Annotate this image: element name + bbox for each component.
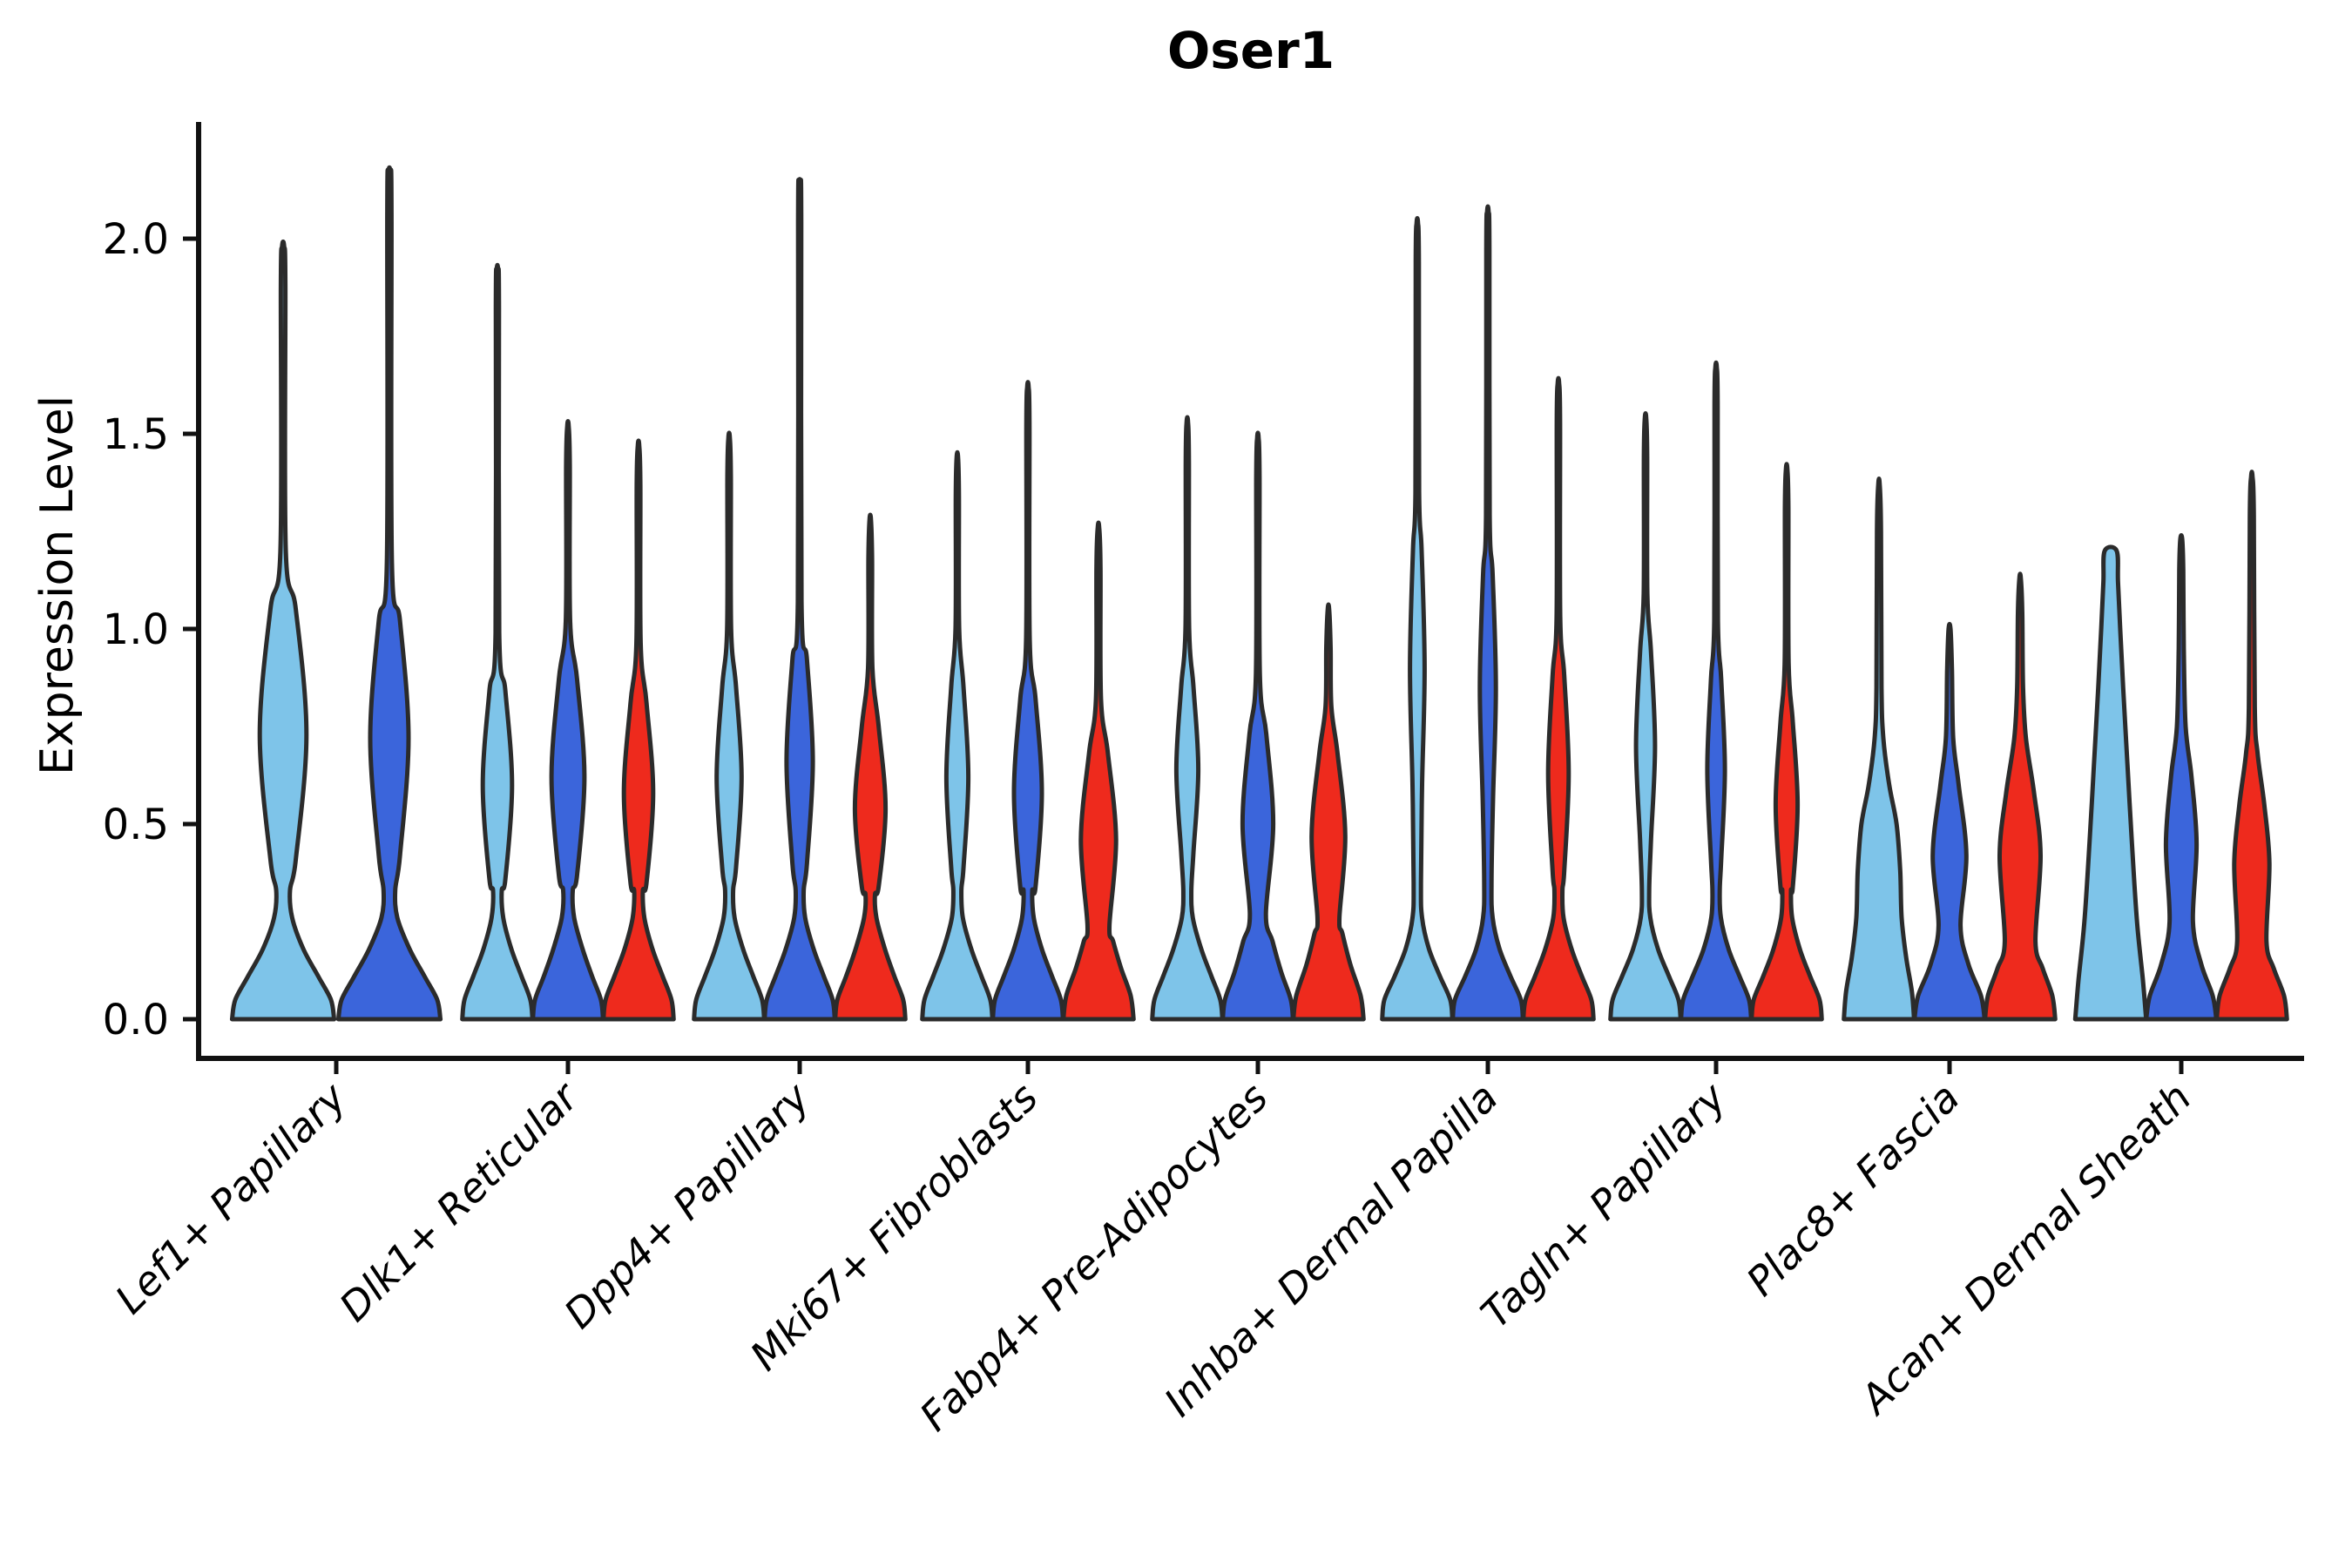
- violin-acan-red: [2214, 470, 2289, 1022]
- violin-acan-lightblue: [2072, 544, 2149, 1022]
- violin-mki67-red: [1061, 520, 1136, 1022]
- violin-plac8-lightblue: [1842, 476, 1916, 1022]
- violin-dlk1-red: [601, 438, 676, 1022]
- violin-acan-royalblue: [2144, 533, 2219, 1022]
- violin-mki67-royalblue: [990, 380, 1065, 1022]
- violin-dpp4-lightblue: [692, 430, 767, 1022]
- violin-inhba-red: [1521, 375, 1596, 1022]
- violin-tagln-lightblue: [1608, 410, 1683, 1022]
- violin-plac8-red: [1983, 571, 2058, 1022]
- violin-dlk1-royalblue: [531, 418, 605, 1022]
- violin-tagln-royalblue: [1679, 360, 1754, 1022]
- violin-plac8-royalblue: [1912, 621, 1987, 1022]
- y-tick-label: 2.0: [103, 215, 169, 264]
- x-category-label: Dpp4+ Papillary: [555, 1073, 819, 1337]
- x-category-label: Dlk1+ Reticular: [330, 1071, 589, 1330]
- violin-inhba-royalblue: [1450, 204, 1525, 1022]
- violin-lef1-royalblue: [335, 165, 443, 1022]
- x-category-label: Plac8+ Fascia: [1737, 1074, 1968, 1305]
- violin-dlk1-lightblue: [460, 262, 535, 1022]
- violin-dpp4-red: [833, 512, 908, 1022]
- violin-fabp4-red: [1291, 602, 1366, 1022]
- x-category-label: Tagln+ Papillary: [1471, 1073, 1735, 1337]
- violin-fabp4-lightblue: [1150, 415, 1225, 1022]
- violin-inhba-lightblue: [1380, 215, 1455, 1022]
- violin-tagln-red: [1749, 462, 1824, 1022]
- violin-dpp4-royalblue: [762, 177, 837, 1022]
- x-category-label: Lef1+ Papillary: [106, 1073, 355, 1322]
- y-tick-label: 1.0: [103, 605, 169, 654]
- violin-fabp4-royalblue: [1220, 430, 1295, 1022]
- chart-title: Oser1: [1166, 21, 1335, 80]
- violin-mki67-lightblue: [920, 449, 995, 1022]
- y-tick-label: 0.5: [103, 801, 169, 849]
- violin-lef1-lightblue: [229, 239, 337, 1022]
- y-tick-label: 0.0: [103, 996, 169, 1044]
- y-tick-label: 1.5: [103, 410, 169, 459]
